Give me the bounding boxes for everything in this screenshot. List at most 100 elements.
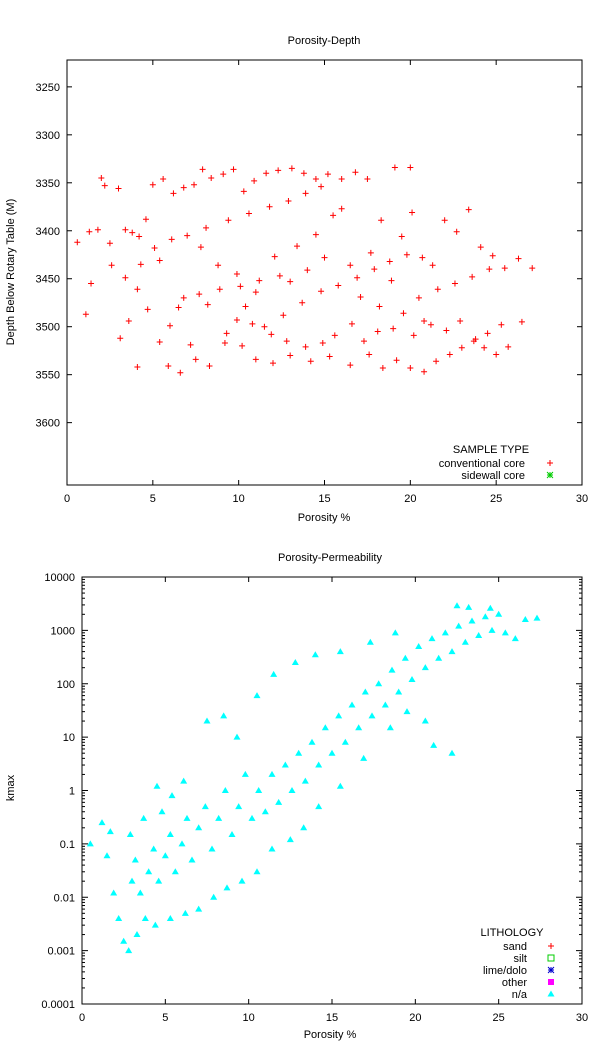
chart1-data-point [312,231,319,238]
chart2-data-point [401,654,409,661]
chart2-ylabel: kmax [5,774,17,801]
chart1-data-point [409,209,416,216]
chart2-data-point [465,603,473,610]
chart2-legend: LITHOLOGY sand silt lime/dolo other n/a [481,927,555,1001]
chart1-data-point [117,335,124,342]
chart1-data-point [386,258,393,265]
chart1-y-tick-label: 3350 [36,178,60,190]
chart2-data-point [131,856,139,863]
chart2-data-point [448,749,456,756]
chart2-data-point [128,877,136,884]
chart2-data-point [375,680,383,687]
chart2-data-point [188,856,196,863]
chart1-data-point [165,363,172,370]
chart1-data-point [391,164,398,171]
chart1-data-point [251,177,258,184]
chart1-data-point [465,206,472,213]
chart2-data-point [98,819,106,826]
chart1-x-tick-label: 0 [64,493,70,505]
chart2-title: Porosity-Permeability [278,552,382,564]
chart2-data-point [295,749,303,756]
chart2-legend-marker [547,990,555,997]
chart2-x-ticks: 0 5 10 15 20 25 30 [79,577,588,1024]
chart1-data-point [481,344,488,351]
chart2-data-point [120,937,128,944]
chart1-data-point [419,254,426,261]
chart1-data-point [204,301,211,308]
chart1-y-tick-label: 3500 [36,322,60,334]
chart1-data-point [86,228,93,235]
chart2-data-point [223,884,231,891]
chart1-legend-marker [546,471,554,479]
chart2-data-point [238,877,246,884]
chart1-data-point [137,261,144,268]
chart2-x-tick-label: 25 [493,1012,505,1024]
chart2-data-point [141,914,149,921]
chart2-data-point [441,629,449,636]
chart1-data-point [88,280,95,287]
chart2-data-point [178,840,186,847]
chart1-data-point [357,293,364,300]
chart2-data-point [315,803,323,810]
chart2-data-point [201,803,209,810]
chart1-data-point [415,294,422,301]
chart1-x-ticks: 0 5 10 15 20 25 30 [64,60,588,505]
chart1-data-point [266,203,273,210]
chart2-data-point [253,692,261,699]
chart2-points [86,602,541,954]
chart1-data-point [347,262,354,269]
chart2-legend-marker [547,966,555,974]
chart1-data-point [101,182,108,189]
chart2-y-tick-label: 100 [57,679,75,691]
chart1-data-point [160,175,167,182]
chart1-data-point [115,185,122,192]
chart2-y-tick-label: 0.0001 [41,999,75,1011]
chart1-y-tick-label: 3400 [36,226,60,238]
chart2-data-point [140,814,148,821]
chart1-data-point [400,310,407,317]
porosity-depth-chart: Porosity-Depth Depth Below Rotary Table … [5,35,588,524]
chart1-data-point [230,166,237,173]
chart1-x-tick-label: 10 [233,493,245,505]
chart1-data-point [252,289,259,296]
chart2-data-point [360,754,368,761]
chart1-data-point [348,320,355,327]
chart2-data-point [291,659,299,666]
chart1-data-point [472,336,479,343]
chart1-data-point [441,217,448,224]
chart1-data-point [283,338,290,345]
chart1-data-point [458,344,465,351]
chart2-legend-label-lime-dolo: lime/dolo [483,965,527,977]
chart1-data-point [352,169,359,176]
chart1-data-point [302,190,309,197]
chart2-data-point [150,845,158,852]
chart2-data-point [261,808,269,815]
chart1-data-point [446,351,453,358]
chart1-data-point [398,233,405,240]
chart1-data-point [493,351,500,358]
chart2-legend-label-sand: sand [503,941,527,953]
chart1-y-tick-label: 3550 [36,370,60,382]
chart2-x-tick-label: 15 [326,1012,338,1024]
chart1-y-tick-label: 3250 [36,82,60,94]
chart1-data-point [197,244,204,251]
chart1-data-point [134,363,141,370]
chart1-data-point [167,322,173,329]
chart2-data-point [501,629,509,636]
chart2-data-point [315,761,323,768]
chart2-data-point [448,648,456,655]
chart2-data-point [215,814,223,821]
chart2-data-point [391,629,399,636]
chart2-y-tick-label: 1 [69,786,75,798]
chart2-data-point [228,830,236,837]
chart1-data-point [529,265,536,272]
chart1-data-point [191,181,198,188]
chart2-data-point [151,921,159,928]
chart2-data-point [366,638,374,645]
chart2-data-point [381,701,389,708]
chart1-data-point [304,267,311,274]
chart1-data-point [263,170,270,177]
chart1-title: Porosity-Depth [288,35,361,47]
chart2-data-point [301,777,309,784]
